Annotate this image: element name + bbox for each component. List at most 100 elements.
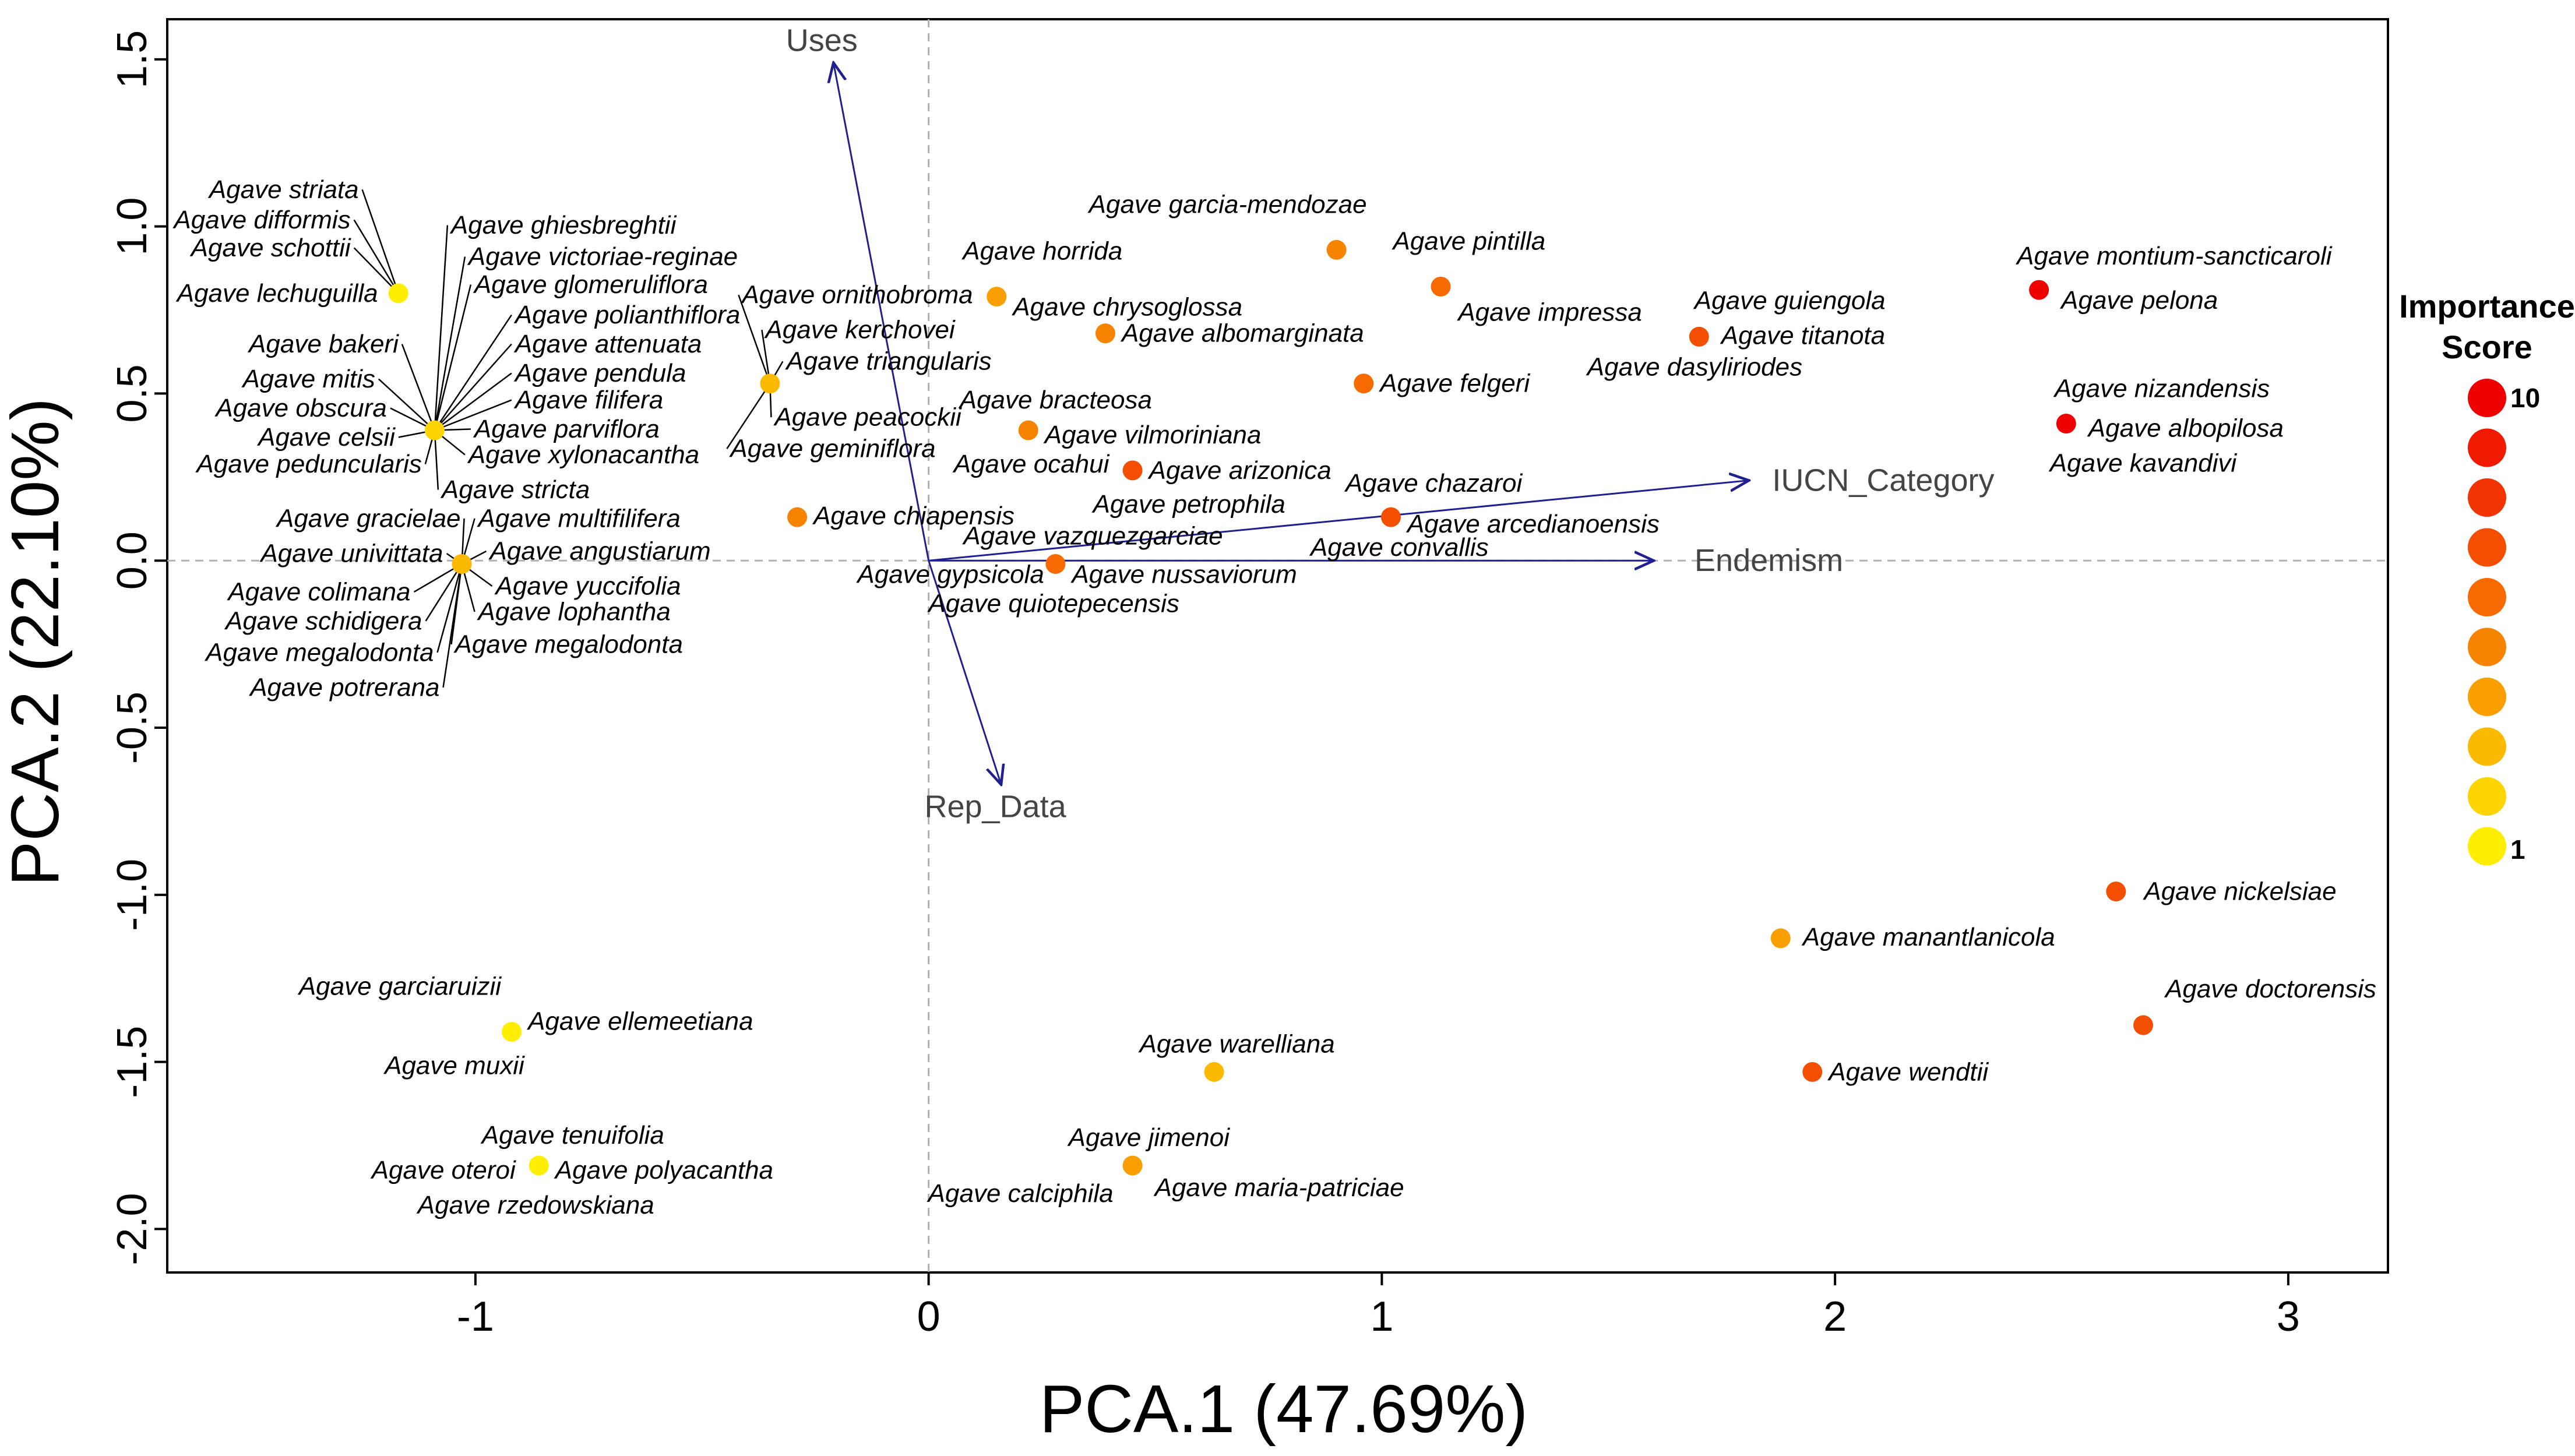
point-label: Agave albomarginata bbox=[1120, 319, 1364, 348]
point-label: Agave obscura bbox=[214, 394, 387, 422]
loading-label-endemism: Endemism bbox=[1695, 543, 1843, 578]
point-label: Agave univittata bbox=[259, 539, 443, 567]
point-label: Agave vilmoriniana bbox=[1043, 421, 1262, 449]
data-point bbox=[1095, 323, 1115, 344]
leader-line bbox=[434, 314, 512, 431]
data-point bbox=[760, 373, 780, 394]
data-point bbox=[1204, 1062, 1224, 1082]
point-label: Agave ornithobroma bbox=[740, 281, 973, 309]
point-label: Agave peacockii bbox=[773, 403, 962, 432]
loading-arrow-iucn-category bbox=[928, 481, 1749, 562]
loading-label-rep-data: Rep_Data bbox=[924, 789, 1066, 824]
legend-label-high: 10 bbox=[2510, 383, 2540, 413]
legend-swatch bbox=[2468, 627, 2506, 667]
point-label: Agave pelona bbox=[2059, 286, 2218, 315]
y-axis-title: PCA.2 (22.10%) bbox=[0, 398, 73, 886]
data-point bbox=[452, 554, 472, 574]
data-points bbox=[388, 239, 2154, 1176]
loading-arrow-uses bbox=[833, 63, 930, 561]
data-point bbox=[1431, 276, 1451, 297]
point-label: Agave parviflora bbox=[473, 415, 660, 443]
legend-swatch bbox=[2468, 478, 2506, 517]
point-label: Agave dasyliriodes bbox=[1586, 352, 1802, 381]
point-label: Agave angustiarum bbox=[488, 537, 711, 565]
point-label: Agave kavandivi bbox=[2048, 449, 2238, 478]
plot-frame bbox=[166, 18, 2389, 1274]
data-point bbox=[787, 507, 808, 527]
data-point bbox=[1354, 373, 1374, 394]
data-point bbox=[529, 1155, 549, 1176]
y-tick-label: 0.0 bbox=[109, 531, 156, 590]
point-label: Agave convallis bbox=[1309, 533, 1489, 562]
point-label: Agave nizandensis bbox=[2053, 375, 2270, 403]
data-point bbox=[1380, 507, 1401, 527]
leader-line bbox=[434, 399, 512, 431]
leader-line bbox=[434, 225, 449, 431]
x-tick-label: 2 bbox=[1823, 1293, 1847, 1340]
leader-line bbox=[401, 344, 436, 431]
point-label: Agave jimenoi bbox=[1067, 1123, 1231, 1152]
data-point bbox=[1122, 1155, 1143, 1176]
point-label: Agave polyacantha bbox=[554, 1156, 773, 1184]
data-point bbox=[388, 283, 408, 304]
point-label: Agave chazaroi bbox=[1344, 469, 1523, 498]
legend-title-line2: Score bbox=[2442, 329, 2532, 365]
point-label: Agave potrerana bbox=[248, 673, 439, 701]
y-tick-label: -1.0 bbox=[109, 859, 156, 931]
point-label: Agave montium-sancticaroli bbox=[2015, 242, 2333, 270]
data-point bbox=[1689, 326, 1709, 347]
leader-line bbox=[738, 294, 771, 384]
point-label: Agave lophantha bbox=[477, 597, 671, 626]
x-tick-label: -1 bbox=[457, 1293, 494, 1340]
point-label: Agave wendtii bbox=[1827, 1057, 1989, 1086]
legend-label-low: 1 bbox=[2510, 834, 2525, 865]
point-label: Agave peduncularis bbox=[195, 450, 421, 478]
point-label: Agave oteroi bbox=[370, 1156, 516, 1184]
point-label: Agave horrida bbox=[961, 237, 1122, 266]
leader-line bbox=[425, 563, 463, 622]
data-point bbox=[987, 287, 1007, 307]
legend-swatch bbox=[2468, 528, 2506, 567]
leader-line bbox=[434, 284, 472, 431]
data-point bbox=[2133, 1015, 2154, 1035]
point-label: Agave victoriae-reginae bbox=[467, 242, 738, 271]
legend-swatch bbox=[2468, 578, 2506, 616]
leader-line bbox=[353, 219, 399, 294]
data-point bbox=[2056, 414, 2076, 434]
point-label: Agave arizonica bbox=[1147, 456, 1331, 485]
x-tick-label: 0 bbox=[917, 1293, 940, 1340]
point-label: Agave multifilifera bbox=[477, 504, 681, 533]
data-point bbox=[424, 420, 445, 440]
point-label: Agave felgeri bbox=[1378, 369, 1530, 398]
point-label: Agave bracteosa bbox=[958, 386, 1152, 414]
point-label: Agave ocahui bbox=[952, 450, 1110, 478]
leader-line bbox=[353, 247, 399, 294]
point-label: Agave lechuguilla bbox=[175, 279, 378, 308]
legend-title-line1: Importance bbox=[2399, 288, 2575, 325]
point-label: Agave gracielae bbox=[275, 504, 461, 533]
point-label: Agave bakeri bbox=[247, 330, 399, 358]
data-point bbox=[502, 1022, 522, 1042]
legend-swatch bbox=[2468, 678, 2506, 716]
leader-line bbox=[434, 343, 512, 431]
point-label: Agave impressa bbox=[1456, 298, 1641, 326]
point-label: Agave vazquezgarciae bbox=[961, 521, 1223, 550]
loading-label-iucn-category: IUCN_Category bbox=[1772, 463, 1994, 498]
leader-line bbox=[378, 378, 435, 431]
leader-line bbox=[436, 563, 463, 653]
y-tick-label: -2.0 bbox=[109, 1193, 156, 1265]
point-label: Agave megalodonta bbox=[453, 630, 683, 658]
point-label: Agave schidigera bbox=[224, 607, 422, 635]
loading-label-uses: Uses bbox=[786, 23, 858, 58]
point-label: Agave xylonacantha bbox=[467, 440, 699, 469]
point-label: Agave calciphila bbox=[927, 1179, 1114, 1208]
point-label: Agave garcia-mendozae bbox=[1087, 190, 1367, 218]
point-label: Agave striata bbox=[207, 175, 359, 204]
y-axis: -2.0 -1.5 -1.0 -0.5 0.0 0.5 1.0 1.5 bbox=[109, 30, 167, 1265]
point-label: Agave stricta bbox=[440, 475, 590, 504]
point-label: Agave colimana bbox=[226, 577, 410, 606]
point-label: Agave celsii bbox=[256, 423, 396, 452]
point-label: Agave pendula bbox=[513, 359, 686, 387]
leader-line bbox=[434, 372, 512, 431]
